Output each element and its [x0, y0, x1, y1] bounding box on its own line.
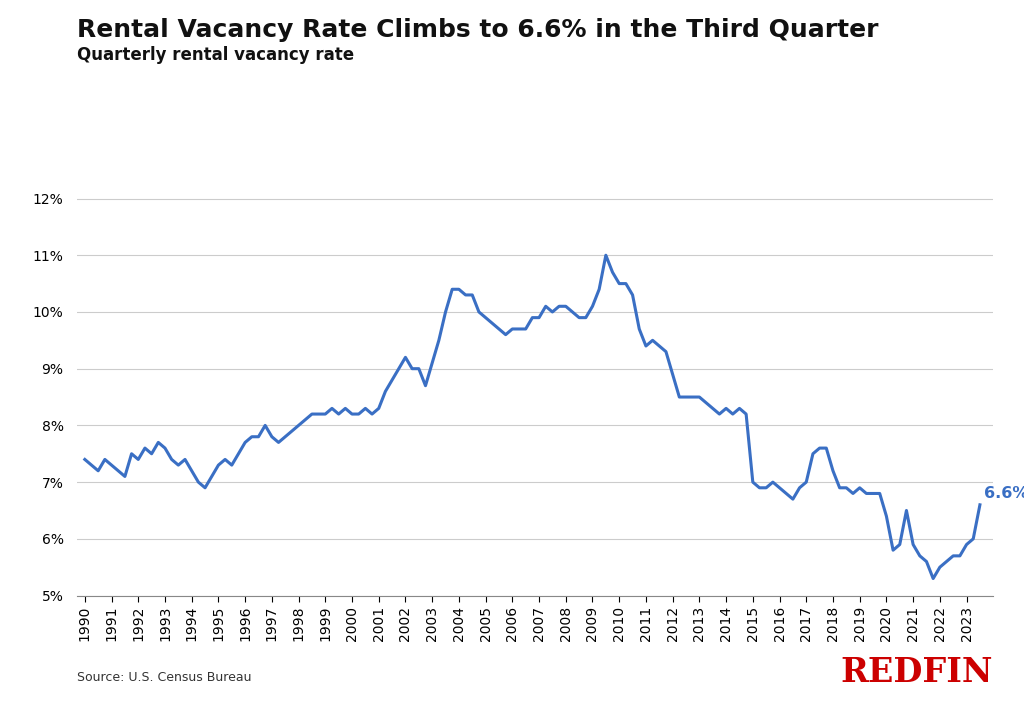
Text: Rental Vacancy Rate Climbs to 6.6% in the Third Quarter: Rental Vacancy Rate Climbs to 6.6% in th… — [77, 18, 879, 42]
Text: Source: U.S. Census Bureau: Source: U.S. Census Bureau — [77, 671, 251, 684]
Text: Quarterly rental vacancy rate: Quarterly rental vacancy rate — [77, 46, 354, 64]
Text: REDFIN: REDFIN — [841, 656, 993, 689]
Text: 6.6%: 6.6% — [984, 486, 1024, 501]
